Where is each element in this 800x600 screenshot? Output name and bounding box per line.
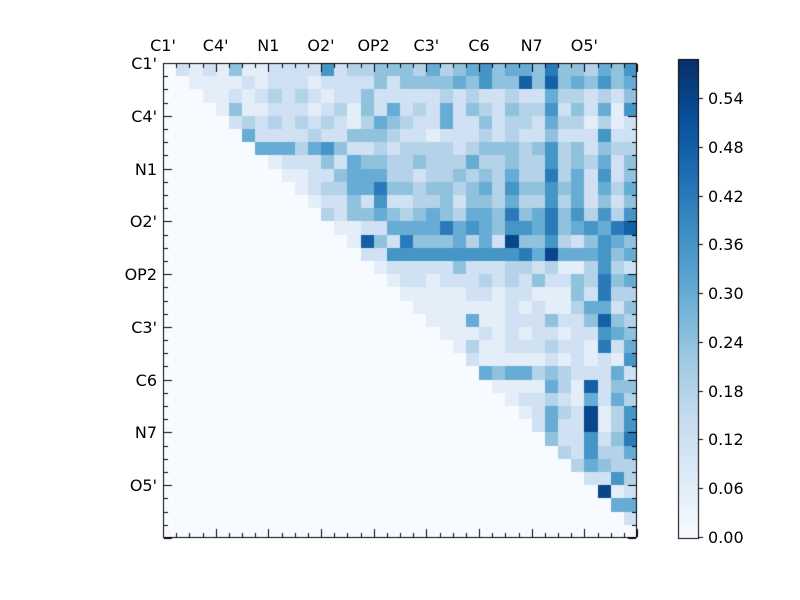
y-axis-tick-label: C3' (131, 317, 157, 337)
colorbar-tick-label: 0.36 (708, 235, 744, 254)
y-axis-tick-label: C4' (131, 106, 157, 126)
x-axis-tick-label: OP2 (357, 36, 390, 55)
x-axis-tick-label: O2' (307, 36, 335, 55)
y-axis-tick-label: C1' (131, 54, 157, 73)
colorbar-tick-label: 0.48 (708, 138, 744, 157)
y-axis-tick-label: N7 (134, 423, 157, 443)
x-axis-tick-label: C6 (468, 36, 490, 55)
x-axis-tick-label: C4' (202, 36, 229, 55)
colorbar-tick-label: 0.06 (708, 479, 744, 498)
colorbar-tick-label: 0.18 (708, 382, 744, 401)
y-axis-tick-label: C6 (135, 370, 157, 390)
x-axis-tick-label: O5' (570, 36, 598, 55)
colorbar-tick-label: 0.54 (708, 89, 744, 108)
colorbar-tick-label: 0.30 (708, 284, 744, 303)
colorbar-tick-label: 0.42 (708, 187, 744, 206)
colorbar-tick-label: 0.24 (708, 333, 744, 352)
x-axis-tick-label: C1' (150, 36, 176, 55)
y-axis-tick-label: O5' (129, 476, 157, 496)
colorbar-tick-label: 0.12 (708, 430, 744, 449)
colorbar-tick-label: 0.00 (708, 528, 744, 547)
y-axis-tick-label: OP2 (124, 265, 157, 285)
x-axis-tick-label: N1 (257, 36, 280, 55)
x-axis-tick-label: C3' (413, 36, 440, 55)
y-axis-tick-label: O2' (129, 212, 157, 232)
y-axis-tick-label: N1 (134, 159, 157, 179)
x-axis-tick-label: N7 (520, 36, 543, 55)
